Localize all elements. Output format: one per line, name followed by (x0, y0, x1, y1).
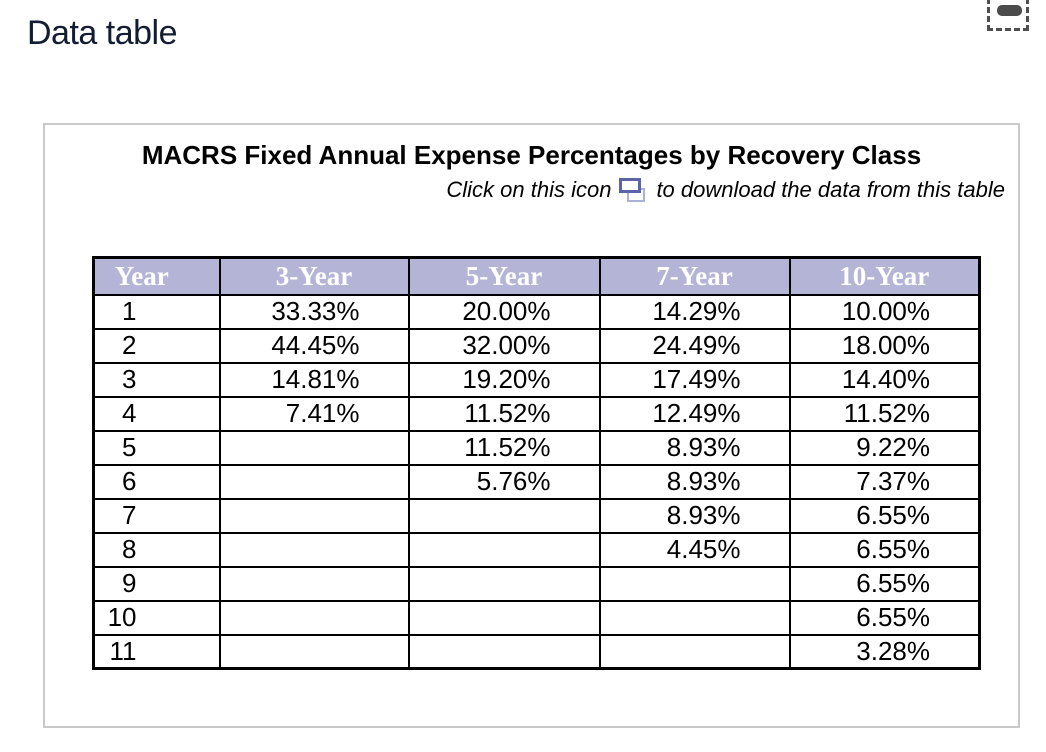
value-cell (218, 497, 410, 534)
value-cell (407, 633, 601, 670)
value-cell (407, 599, 601, 636)
value-cell: 8.93% (598, 497, 791, 534)
table-row: 11 3.28% (92, 633, 981, 670)
value-cell: 7.37% (788, 463, 981, 500)
year-cell: 7 (92, 497, 221, 534)
value-cell (598, 599, 791, 636)
table-row: 4 7.41% 11.52% 12.49% 11.52% (92, 395, 981, 432)
value-cell: 20.00% (407, 293, 601, 330)
value-cell: 8.93% (598, 463, 791, 500)
page-title: Data table (27, 14, 178, 52)
column-header-5year: 5-Year (407, 256, 601, 296)
table-row: 9 6.55% (92, 565, 981, 602)
value-cell (407, 497, 601, 534)
value-cell (218, 429, 410, 466)
value-cell: 6.55% (788, 565, 981, 602)
value-cell (218, 633, 410, 670)
value-cell: 11.52% (788, 395, 981, 432)
value-cell: 10.00% (788, 293, 981, 330)
column-header-7year: 7-Year (598, 256, 791, 296)
value-cell (407, 531, 601, 568)
minimize-button[interactable] (987, 0, 1029, 31)
minimize-icon (997, 5, 1022, 16)
table-row: 8 4.45% 6.55% (92, 531, 981, 568)
year-cell: 5 (92, 429, 221, 466)
value-cell: 8.93% (598, 429, 791, 466)
table-row: 10 6.55% (92, 599, 981, 636)
column-header-year: Year (92, 256, 221, 296)
value-cell: 7.41% (218, 395, 410, 432)
value-cell: 6.55% (788, 497, 981, 534)
value-cell: 5.76% (407, 463, 601, 500)
table-header-row: Year 3-Year 5-Year 7-Year 10-Year (92, 256, 981, 296)
value-cell: 32.00% (407, 327, 601, 364)
year-cell: 9 (92, 565, 221, 602)
value-cell: 9.22% (788, 429, 981, 466)
download-data-icon[interactable] (618, 177, 649, 204)
value-cell (218, 565, 410, 602)
value-cell: 6.55% (788, 531, 981, 568)
value-cell: 4.45% (598, 531, 791, 568)
value-cell: 11.52% (407, 395, 601, 432)
year-cell: 1 (92, 293, 221, 330)
table-row: 7 8.93% 6.55% (92, 497, 981, 534)
table-row: 6 5.76% 8.93% 7.37% (92, 463, 981, 500)
value-cell: 12.49% (598, 395, 791, 432)
table-row: 5 11.52% 8.93% 9.22% (92, 429, 981, 466)
value-cell (218, 463, 410, 500)
value-cell (407, 565, 601, 602)
value-cell (218, 531, 410, 568)
year-cell: 11 (92, 633, 221, 670)
value-cell: 44.45% (218, 327, 410, 364)
value-cell: 11.52% (407, 429, 601, 466)
table-row: 3 14.81% 19.20% 17.49% 14.40% (92, 361, 981, 398)
value-cell (218, 599, 410, 636)
column-header-10year: 10-Year (788, 256, 981, 296)
value-cell: 14.40% (788, 361, 981, 398)
year-cell: 2 (92, 327, 221, 364)
year-cell: 4 (92, 395, 221, 432)
value-cell: 19.20% (407, 361, 601, 398)
panel-title: MACRS Fixed Annual Expense Percentages b… (141, 140, 922, 170)
column-header-3year: 3-Year (218, 256, 410, 296)
year-cell: 3 (92, 361, 221, 398)
macrs-table: Year 3-Year 5-Year 7-Year 10-Year 1 33.3… (92, 256, 981, 670)
value-cell: 33.33% (218, 293, 410, 330)
year-cell: 6 (92, 463, 221, 500)
value-cell: 24.49% (598, 327, 791, 364)
value-cell: 17.49% (598, 361, 791, 398)
value-cell: 3.28% (788, 633, 981, 670)
year-cell: 8 (92, 531, 221, 568)
panel-subtitle: Click on this icon to download the data … (446, 175, 1005, 205)
value-cell: 14.29% (598, 293, 791, 330)
download-icon-front-square (619, 177, 642, 193)
value-cell: 6.55% (788, 599, 981, 636)
data-table-panel: MACRS Fixed Annual Expense Percentages b… (43, 123, 1020, 728)
subtitle-text-after: to download the data from this table (656, 177, 1005, 202)
value-cell (598, 633, 791, 670)
table-row: 1 33.33% 20.00% 14.29% 10.00% (92, 293, 981, 330)
value-cell: 14.81% (218, 361, 410, 398)
value-cell: 18.00% (788, 327, 981, 364)
table-row: 2 44.45% 32.00% 24.49% 18.00% (92, 327, 981, 364)
year-cell: 10 (92, 599, 221, 636)
subtitle-text-before: Click on this icon (446, 177, 612, 202)
value-cell (598, 565, 791, 602)
